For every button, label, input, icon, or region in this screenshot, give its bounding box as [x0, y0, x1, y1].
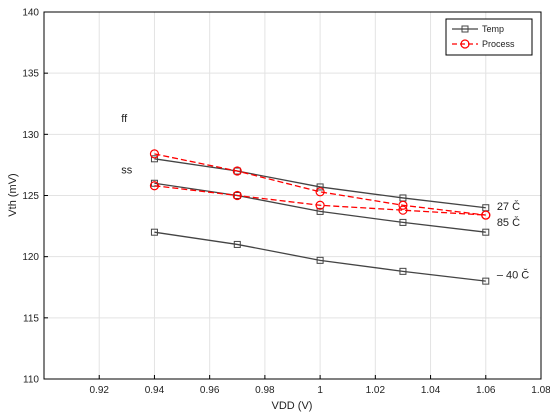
x-axis-label: VDD (V): [272, 400, 313, 412]
data-point: [149, 149, 160, 159]
ticks: 0.92 0.94 0.96 0.98 1 1.02 1.04 1.06 1.08 110 115 1…: [22, 8, 550, 397]
data-point: [232, 166, 242, 176]
annotation-label: 27 Č: [497, 200, 520, 213]
data-point: [233, 240, 241, 248]
data-point: [316, 183, 324, 191]
x-tick-label: 1.06: [476, 385, 496, 396]
data-point: [232, 190, 242, 201]
legend: Temp Process: [445, 18, 533, 56]
annotation-label: ss: [121, 164, 133, 176]
annotation-label: ff: [121, 113, 128, 125]
x-tick-label: 1: [317, 385, 323, 396]
y-tick-label: 115: [23, 313, 39, 324]
annotation-label: 85 Č: [497, 216, 520, 229]
y-tick-label: 140: [22, 8, 39, 19]
x-tick-label: 0.96: [200, 385, 220, 396]
y-tick-label: 135: [22, 69, 39, 80]
x-tick-label: 1.08: [531, 385, 550, 396]
data-point: [150, 228, 158, 236]
data-point: [398, 200, 408, 210]
series-line: [154, 231, 486, 282]
x-tick-label: 1.04: [421, 385, 441, 396]
data-point: [150, 155, 158, 163]
series-line: [154, 185, 486, 216]
series-process-4: [149, 181, 491, 220]
y-axis-label: Vth (mV): [7, 173, 19, 216]
legend-label-temp: Temp: [482, 24, 504, 34]
annotation-label: – 40 Č: [497, 269, 529, 282]
data-point: [398, 205, 408, 215]
series-temp-1: [150, 179, 490, 236]
series-line: [154, 158, 486, 209]
legend-marker-temp: [461, 25, 469, 33]
legend-marker-process: [460, 39, 470, 49]
data-point: [316, 256, 324, 264]
data-point: [149, 181, 160, 191]
x-tick-label: 1.02: [366, 385, 386, 396]
series-temp-2: [150, 228, 490, 285]
data-point: [399, 267, 407, 275]
legend-label-process: Process: [482, 39, 515, 49]
x-tick-label: 0.92: [89, 385, 109, 396]
y-tick-label: 130: [22, 130, 39, 141]
data-point: [482, 228, 490, 236]
y-tick-label: 120: [22, 252, 39, 263]
y-tick-label: 125: [22, 191, 39, 202]
data-point: [399, 218, 407, 226]
data-point: [315, 187, 325, 197]
y-tick-label: 110: [23, 375, 39, 386]
data-point: [481, 210, 491, 220]
grid: [44, 11, 542, 380]
annotations: ff ss 27 Č 85 Č – 40 Č: [121, 113, 529, 282]
series-line: [154, 153, 486, 216]
x-tick-label: 0.98: [255, 385, 275, 396]
data-point: [315, 200, 325, 210]
data-point: [482, 277, 490, 285]
series-line: [154, 182, 486, 233]
data-point: [316, 207, 324, 215]
x-tick-label: 0.94: [145, 385, 165, 396]
legend-box: [445, 18, 533, 56]
series-group: [149, 149, 491, 285]
